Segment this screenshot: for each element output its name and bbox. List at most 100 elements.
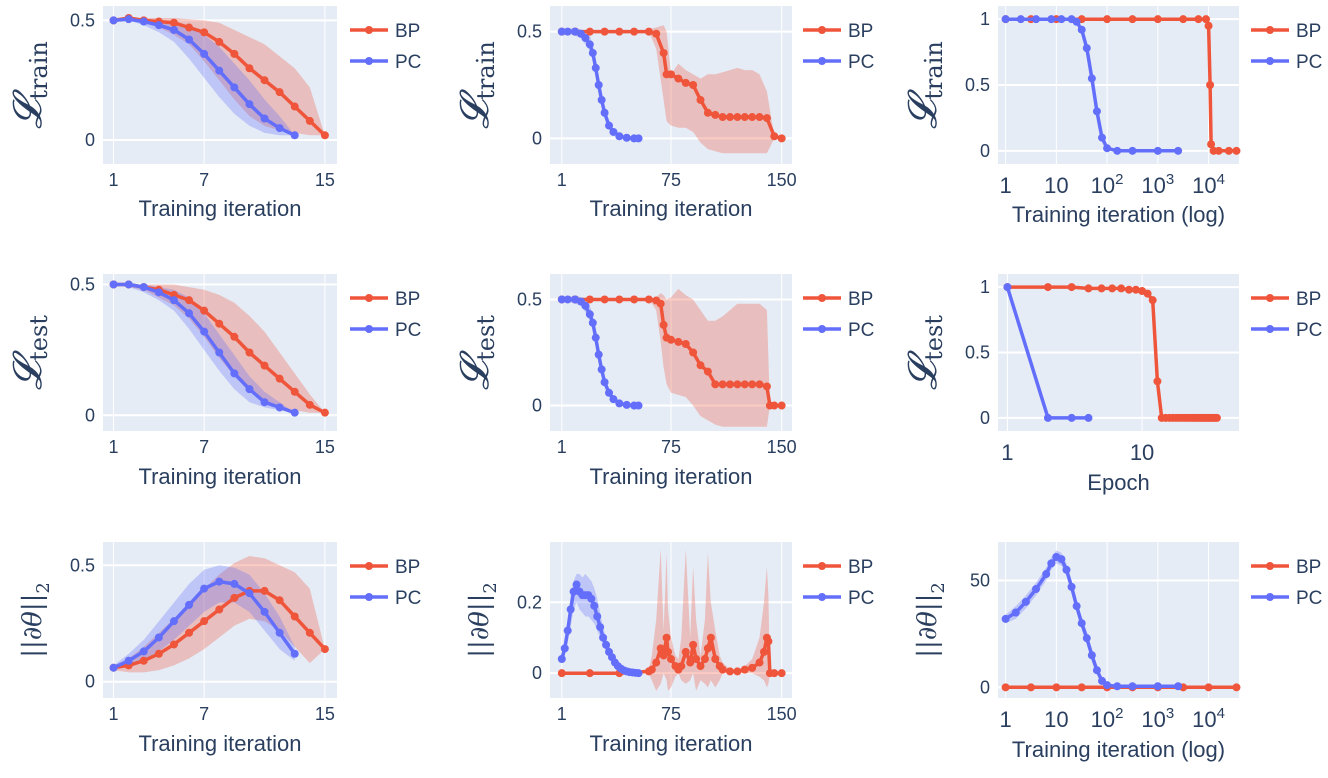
data-point-bp	[656, 299, 665, 308]
y-tick-label: 1	[980, 9, 990, 29]
data-point-pc	[1016, 15, 1025, 24]
x-tick-label: 10	[1130, 440, 1154, 465]
data-point-pc	[622, 133, 631, 142]
x-tick-label: 1	[999, 173, 1011, 198]
legend-label-pc: PC	[395, 52, 421, 73]
x-tick-label: 150	[767, 170, 797, 190]
data-point-pc	[290, 131, 299, 140]
data-point-bp	[711, 380, 720, 389]
data-point-bp	[1204, 21, 1213, 30]
legend-label-pc: PC	[1296, 320, 1322, 341]
data-point-bp	[1179, 15, 1188, 24]
data-point-pc	[275, 403, 284, 412]
data-point-bp	[585, 295, 594, 304]
data-point-bp	[1001, 683, 1010, 692]
legend-label-bp: BP	[1296, 557, 1321, 578]
y-tick-label: 0	[980, 408, 990, 428]
y-tick-label: 0.5	[517, 22, 542, 42]
data-point-pc	[1084, 413, 1093, 422]
data-point-pc	[615, 132, 624, 141]
data-point-pc	[290, 408, 299, 417]
x-tick-label: 75	[661, 704, 681, 724]
legend: BP PC	[803, 21, 874, 73]
data-point-pc	[1103, 681, 1112, 690]
y-axis-title: 𝓛test	[452, 315, 500, 390]
data-point-bp	[718, 665, 727, 674]
data-point-bp	[1153, 15, 1162, 24]
x-tick-label: 104	[1192, 705, 1225, 732]
data-point-bp	[185, 23, 194, 32]
data-point-pc	[572, 580, 581, 589]
data-point-pc	[1021, 597, 1030, 606]
data-point-pc	[1077, 619, 1086, 628]
data-point-bp	[290, 612, 299, 621]
series-pc	[1001, 15, 1183, 155]
data-point-pc	[215, 66, 224, 75]
band-bp	[561, 25, 782, 154]
series-bp	[557, 633, 786, 678]
data-point-bp	[290, 102, 299, 111]
x-tick-label: 102	[1091, 705, 1124, 732]
chart-panel-r0c0: 1 7 15 0 0.5 Training iteration 𝓛train BP PC	[5, 6, 421, 221]
x-tick-label: 1	[109, 437, 119, 457]
data-point-pc	[109, 280, 118, 289]
data-point-pc	[154, 633, 163, 642]
data-point-pc	[563, 295, 572, 304]
chart-panel-r0c1: 1 75 150 0 0.5 Training iteration 𝓛train BP PC	[452, 6, 874, 221]
data-point-bp	[290, 387, 299, 396]
band-pc	[113, 284, 295, 413]
y-tick-label: 0.5	[965, 343, 990, 363]
legend-marker-pc	[818, 325, 826, 333]
x-tick-label: 7	[199, 170, 209, 190]
data-point-pc	[200, 327, 209, 336]
data-point-bp	[260, 361, 269, 370]
data-point-pc	[1032, 15, 1041, 24]
y-tick-label: 0	[532, 396, 542, 416]
data-point-pc	[290, 649, 299, 658]
data-point-pc	[275, 124, 284, 133]
data-point-bp	[275, 88, 284, 97]
data-point-bp	[1214, 146, 1223, 155]
data-point-pc	[605, 388, 614, 397]
legend-marker-bp	[818, 26, 826, 34]
y-tick-label: 0.5	[70, 10, 95, 30]
data-point-bp	[600, 295, 609, 304]
chart-panel-r1c1: 1 75 150 0 0.5 Training iteration 𝓛test BP PC	[452, 274, 874, 489]
data-point-bp	[681, 78, 690, 87]
data-point-pc	[124, 656, 133, 665]
x-tick-label: 150	[767, 437, 797, 457]
x-axis-title: Training iteration	[589, 731, 752, 756]
data-point-bp	[726, 113, 735, 122]
legend-label-pc: PC	[848, 588, 874, 609]
data-point-pc	[600, 108, 609, 117]
data-point-bp	[748, 380, 757, 389]
x-axis-title: Training iteration	[589, 464, 752, 489]
series-pc	[557, 295, 643, 410]
data-point-pc	[245, 385, 254, 394]
x-axis-title: Training iteration (log)	[1012, 737, 1225, 762]
legend-marker-bp	[1266, 26, 1274, 34]
data-point-pc	[260, 607, 269, 616]
data-point-bp	[320, 131, 329, 140]
data-point-pc	[588, 318, 597, 327]
data-point-bp	[718, 380, 727, 389]
data-point-bp	[740, 665, 749, 674]
legend-marker-bp	[365, 26, 373, 34]
data-point-pc	[593, 612, 602, 621]
data-point-bp	[762, 382, 771, 391]
data-point-bp	[703, 108, 712, 117]
data-point-bp	[1202, 15, 1211, 24]
legend-label-pc: PC	[395, 588, 421, 609]
y-tick-label: 1	[980, 277, 990, 297]
data-point-bp	[215, 319, 224, 328]
data-point-pc	[169, 296, 178, 305]
legend-marker-bp	[1266, 562, 1274, 570]
data-point-bp	[762, 114, 771, 123]
data-point-bp	[644, 295, 653, 304]
data-point-bp	[759, 647, 768, 656]
legend-marker-pc	[365, 593, 373, 601]
y-tick-label: 0	[85, 130, 95, 150]
data-point-pc	[609, 127, 618, 136]
legend-label-bp: BP	[1296, 289, 1321, 310]
data-point-pc	[1153, 146, 1162, 155]
